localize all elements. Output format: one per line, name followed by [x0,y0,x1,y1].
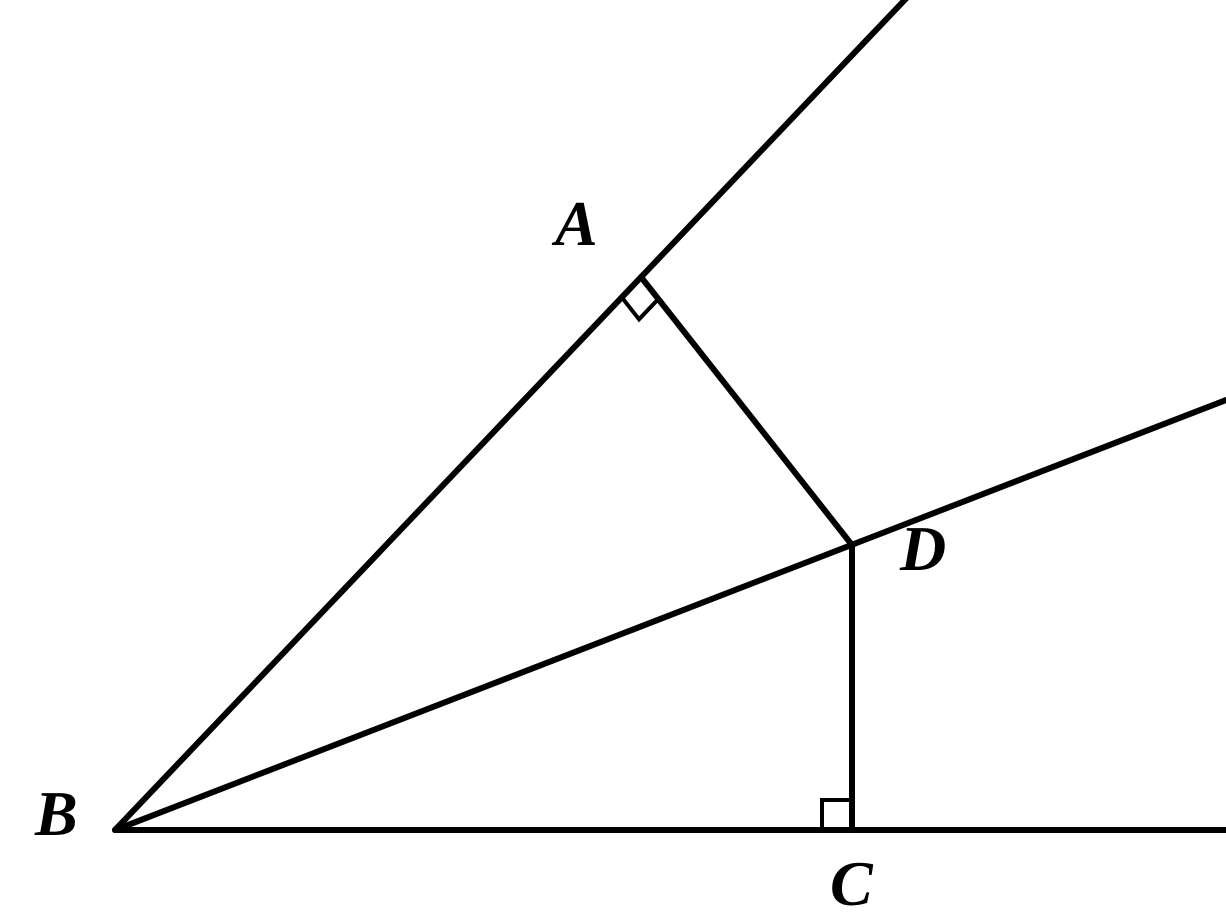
right-angle-marker-C [822,800,852,830]
geometry-diagram: A B C D [0,0,1226,919]
line-A-D [641,277,852,545]
label-B: B [34,778,78,849]
line-B-rayTopEnd [115,0,1015,830]
label-D: D [899,513,946,584]
label-C: C [830,848,874,919]
label-A: A [551,188,598,259]
right-angle-marker-A [622,297,659,319]
line-B-rayMidEnd [115,400,1226,830]
